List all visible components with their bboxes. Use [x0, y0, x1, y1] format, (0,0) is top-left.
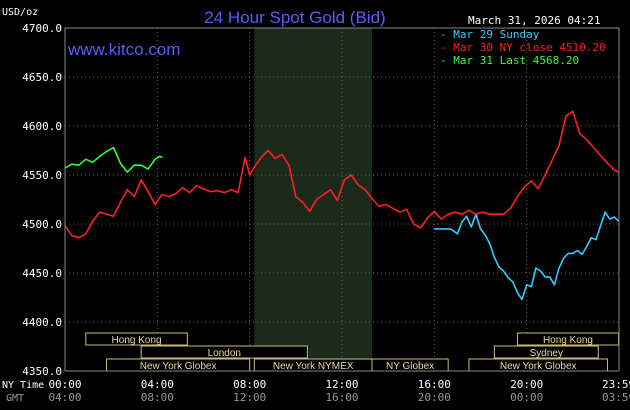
- plot-frame: [64, 27, 620, 372]
- session-label: New York Globex: [140, 361, 217, 372]
- x-tick-label-gmt: 03:59: [602, 391, 630, 404]
- session-label: Hong Kong: [543, 335, 593, 346]
- session-box: [140, 345, 308, 359]
- trading-sessions: Hong Kong London New York Globex New York N…: [85, 332, 620, 372]
- grid-lines: [65, 28, 619, 371]
- session-box: [493, 345, 599, 359]
- y-axis-ticks: 4700.0 4650.0 4600.0 4550.0 4500.0 4450.0 4400…: [22, 22, 62, 378]
- legend: - Mar 29 Sunday- Mar 30 NY close 4510.20…: [440, 28, 606, 67]
- x-tick-label-gmt: 20:00: [418, 391, 451, 404]
- session-label: London: [208, 348, 241, 359]
- x-tick-label-ny: 20:00: [510, 378, 543, 391]
- x-tick-label-ny: 16:00: [418, 378, 451, 391]
- session-label: Sydney: [530, 348, 563, 359]
- y-tick-label: 4550.0: [22, 169, 62, 182]
- session-box: [85, 332, 188, 346]
- x-tick-label-ny: 12:00: [325, 378, 358, 391]
- chart-title: 24 Hour Spot Gold (Bid): [204, 8, 385, 27]
- nymex-shaded-region: [254, 28, 373, 371]
- legend-entry: - Mar 31 Last 4568.20: [440, 54, 579, 67]
- x-tick-label-ny: 08:00: [233, 378, 266, 391]
- x-axis-ticks: 00:0004:0004:0008:0008:0012:0012:0016:00…: [48, 378, 630, 404]
- legend-entry: - Mar 29 Sunday: [440, 28, 540, 41]
- y-tick-label: 4600.0: [22, 120, 62, 133]
- x-tick-label-gmt: 00:00: [510, 391, 543, 404]
- session-label: NY Globex: [386, 361, 434, 372]
- session-label: New York NYMEX: [273, 361, 354, 372]
- x-tick-label-gmt: 04:00: [48, 391, 81, 404]
- timestamp: March 31, 2026 04:21: [468, 14, 600, 27]
- y-tick-label: 4350.0: [22, 365, 62, 378]
- y-tick-label: 4400.0: [22, 316, 62, 329]
- legend-entry: - Mar 30 NY close 4510.20: [440, 41, 606, 54]
- y-tick-label: 4450.0: [22, 267, 62, 280]
- unit-label: USD/oz: [2, 7, 38, 18]
- session-label: Hong Kong: [112, 335, 162, 346]
- series-line: [64, 110, 619, 239]
- series-line: [64, 146, 163, 173]
- x-tick-label-gmt: 08:00: [141, 391, 174, 404]
- watermark: www.kitco.com: [67, 40, 180, 59]
- x-tick-label-gmt: 16:00: [325, 391, 358, 404]
- price-series: [64, 110, 620, 301]
- ny-time-label: NY Time: [2, 380, 44, 391]
- series-line: [434, 211, 620, 301]
- x-tick-label-ny: 00:00: [48, 378, 81, 391]
- y-tick-label: 4500.0: [22, 218, 62, 231]
- gmt-label: GMT: [6, 393, 24, 404]
- session-label: New York Globex: [500, 361, 577, 372]
- x-tick-label-ny: 04:00: [141, 378, 174, 391]
- y-tick-label: 4650.0: [22, 71, 62, 84]
- x-tick-label-gmt: 12:00: [233, 391, 266, 404]
- y-tick-label: 4700.0: [22, 22, 62, 35]
- x-tick-label-ny: 23:59: [602, 378, 630, 391]
